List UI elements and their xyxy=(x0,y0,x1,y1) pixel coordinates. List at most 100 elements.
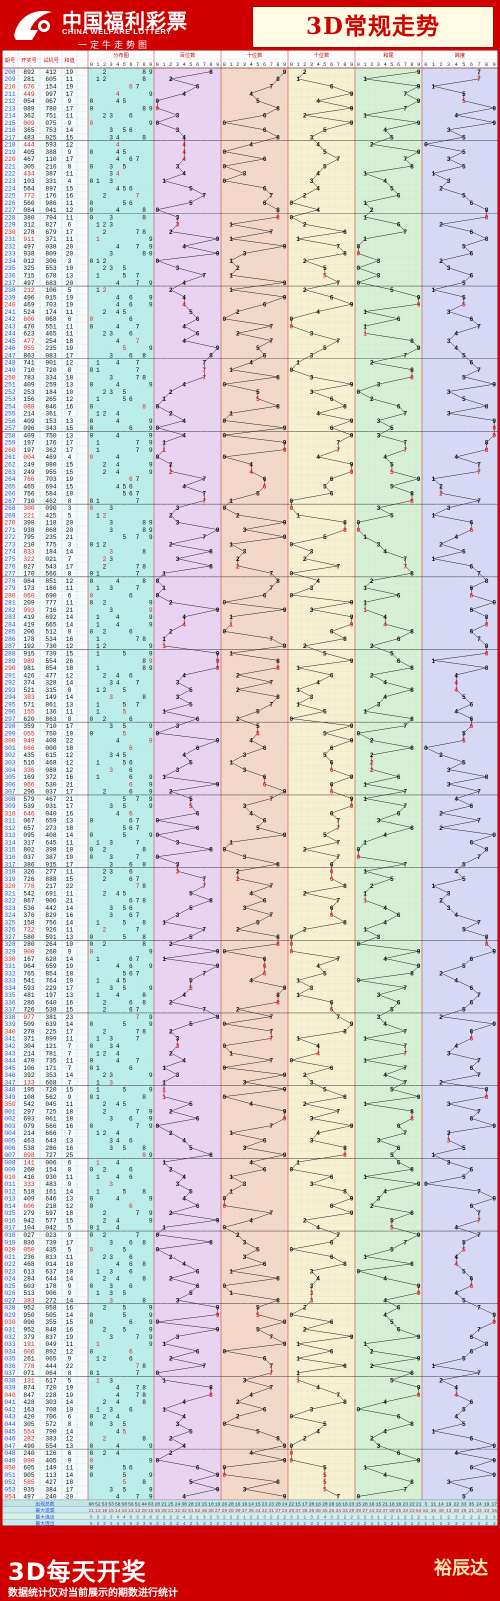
stat-value: 6 xyxy=(149,1521,152,1526)
stat-value: 28 xyxy=(329,1501,335,1507)
issue-cell: 331 xyxy=(4,963,15,970)
table-row: 295 571 861 13 xyxy=(4,701,73,708)
test-number-cell: 710 xyxy=(45,723,56,730)
trend-number-tail: 9 xyxy=(417,1290,421,1297)
trend-number-tail: 3 xyxy=(377,1014,381,1021)
distribution-number: 3 xyxy=(109,374,113,381)
trend-number-tens: 8 xyxy=(276,1479,280,1486)
sum-cell: 12 xyxy=(66,578,74,585)
trend-number-tail: 4 xyxy=(383,1188,387,1195)
table-row: 309 539 931 17 xyxy=(4,803,73,810)
stat-value: 2 xyxy=(411,1521,414,1526)
trend-number-tens: 9 xyxy=(283,534,287,541)
open-number-cell: 084 xyxy=(23,578,34,585)
trend-number-ones: 1 xyxy=(296,687,300,694)
trend-number-tail: 1 xyxy=(363,323,367,330)
trend-number-ones: 6 xyxy=(330,1007,334,1014)
trend-number-ones: 7 xyxy=(336,280,340,287)
distribution-number: 0 xyxy=(89,1450,93,1457)
stat-value: 3 xyxy=(424,1501,427,1507)
issue-cell: 249 xyxy=(4,367,15,374)
trend-number-ones: 0 xyxy=(289,214,293,221)
trend-number-ones: 4 xyxy=(316,207,320,214)
trend-number-hund: 4 xyxy=(182,156,186,163)
open-number-cell: 444 xyxy=(23,142,34,149)
trend-number-span: 6 xyxy=(470,1203,474,1210)
distribution-number: 5 xyxy=(122,483,126,490)
trend-number-span: 7 xyxy=(477,1210,481,1217)
open-number-cell: 178 xyxy=(23,636,34,643)
issue-cell: 231 xyxy=(4,236,15,243)
trend-number-span: 7 xyxy=(477,1058,481,1065)
trend-number-ones: 9 xyxy=(350,803,354,810)
table-row: 254 088 846 16 xyxy=(4,403,73,410)
table-row: 031 952 848 16 xyxy=(4,1327,73,1334)
distribution-number: 0 xyxy=(89,1472,93,1479)
sum-cell: 5 xyxy=(68,1247,72,1254)
table-row: 009 260 154 8 xyxy=(4,1167,71,1174)
sum-cell: 18 xyxy=(66,665,74,672)
test-number-cell: 045 xyxy=(45,1101,56,1108)
trend-number-ones: 6 xyxy=(330,745,334,752)
table-row: 321 542 691 11 xyxy=(4,890,73,897)
distribution-number: 5 xyxy=(122,389,126,396)
trend-number-tens: 3 xyxy=(243,1145,247,1152)
sum-cell: 11 xyxy=(66,869,74,876)
issue-cell: 052 xyxy=(4,1479,15,1486)
trend-number-ones: 2 xyxy=(303,556,307,563)
trend-number-span: 1 xyxy=(432,1363,436,1370)
stat-value: 3 xyxy=(163,1521,166,1526)
digit-header-tail: 1 xyxy=(363,62,366,68)
trend-number-hund: 0 xyxy=(155,832,159,839)
trend-number-ones: 9 xyxy=(350,120,354,127)
distribution-number: 5 xyxy=(122,796,126,803)
trend-number-tail: 4 xyxy=(383,1072,387,1079)
distribution-number: 6 xyxy=(129,483,133,490)
issue-cell: 275 xyxy=(4,556,15,563)
trend-number-tail: 7 xyxy=(403,563,407,570)
sum-cell: 6 xyxy=(68,1414,72,1421)
distribution-number: 9 xyxy=(149,1014,153,1021)
trend-number-ones: 0 xyxy=(289,949,293,956)
distribution-number: 3 xyxy=(109,1043,113,1050)
trend-number-tens: 6 xyxy=(263,1406,267,1413)
table-row: 317 386 915 17 xyxy=(4,861,73,868)
sum-cell: 21 xyxy=(66,796,74,803)
open-number-cell: 468 xyxy=(23,1261,34,1268)
trend-number-ones: 9 xyxy=(350,774,354,781)
table-row: 010 416 930 11 xyxy=(4,1174,73,1181)
table-row: 292 374 328 14 xyxy=(4,680,73,687)
issue-cell: 286 xyxy=(4,636,15,643)
block-header-tail: 和尾 xyxy=(383,51,393,59)
trend-number-tens: 9 xyxy=(283,1108,287,1115)
trend-number-span: 9 xyxy=(492,425,496,432)
trend-number-tens: 2 xyxy=(236,927,240,934)
distribution-number: 6 xyxy=(129,352,133,359)
test-number-cell: 897 xyxy=(45,185,56,192)
trend-number-ones: 4 xyxy=(316,1225,320,1232)
table-row: 235 325 553 10 xyxy=(4,265,73,272)
trend-number-hund: 4 xyxy=(182,752,186,759)
chart-backgrounds xyxy=(2,50,498,1526)
distribution-number: 3 xyxy=(109,752,113,759)
distribution-number: 8 xyxy=(142,527,146,534)
test-number-cell: 617 xyxy=(45,1377,56,1384)
open-number-cell: 141 xyxy=(23,1159,34,1166)
table-row: 301 666 000 18 xyxy=(4,745,73,752)
open-number-cell: 131 xyxy=(23,1377,34,1384)
table-row: 228 380 794 11 xyxy=(4,214,73,221)
issue-cell: 338 xyxy=(4,1014,15,1021)
stat-value: 43 xyxy=(369,1508,375,1514)
sum-cell: 14 xyxy=(66,956,74,963)
table-row: 215 009 075 9 xyxy=(4,120,71,127)
test-number-cell: 260 xyxy=(45,949,56,956)
trend-number-hund: 5 xyxy=(189,1479,193,1486)
open-number-cell: 221 xyxy=(23,512,34,519)
sum-cell: 13 xyxy=(66,1443,74,1450)
table-row: 225 772 176 16 xyxy=(4,193,73,200)
open-number-cell: 722 xyxy=(23,927,34,934)
trend-number-tens: 5 xyxy=(256,1312,260,1319)
trend-number-ones: 8 xyxy=(343,1152,347,1159)
trend-number-tail: 2 xyxy=(370,396,374,403)
trend-number-span: 8 xyxy=(485,665,489,672)
